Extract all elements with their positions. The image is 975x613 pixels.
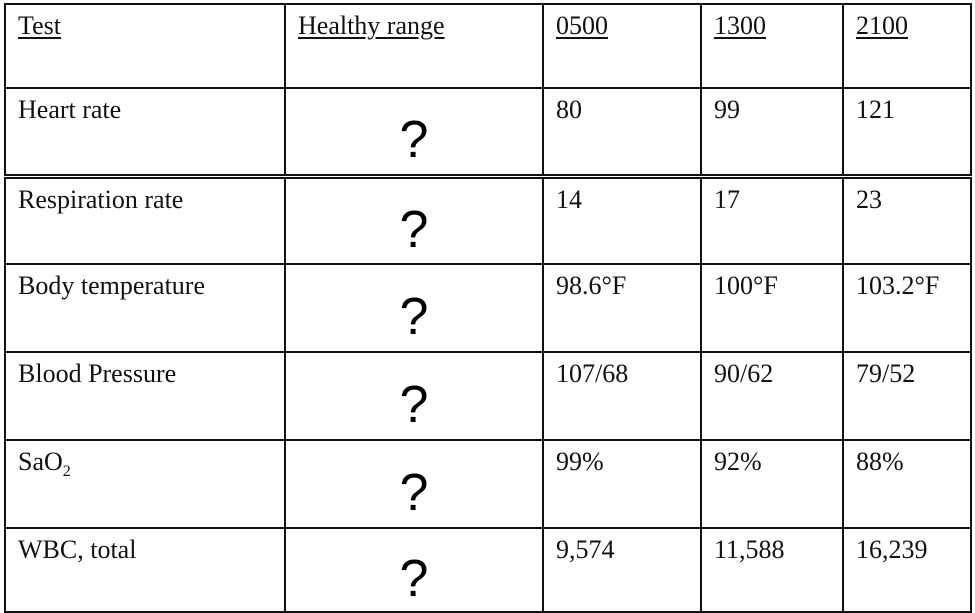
- table-row-body-temperature: Body temperature ? 98.6°F 100°F 103.2°F: [4, 263, 972, 353]
- value-cell: 100°F: [700, 263, 844, 353]
- header-test-label: Test: [18, 11, 61, 40]
- value-cell: 88%: [842, 439, 972, 529]
- value-cell: 99%: [542, 439, 702, 529]
- healthy-range-cell: ?: [284, 527, 544, 613]
- table-row-sao2: SaO2 ? 99% 92% 88%: [4, 439, 972, 529]
- value-cell: 92%: [700, 439, 844, 529]
- value-cell: 98.6°F: [542, 263, 702, 353]
- value-cell: 80: [542, 87, 702, 177]
- healthy-range-cell: ?: [284, 173, 544, 265]
- test-name-cell: WBC, total: [4, 527, 286, 613]
- healthy-range-cell: ?: [284, 87, 544, 177]
- value-cell: 17: [700, 173, 844, 265]
- test-name-cell: Blood Pressure: [4, 351, 286, 441]
- header-cell-time-0500: 0500: [542, 3, 702, 89]
- header-cell-test: Test: [4, 3, 286, 89]
- table-row-wbc-total: WBC, total ? 9,574 11,588 16,239: [4, 527, 972, 613]
- test-name-cell: Heart rate: [4, 87, 286, 177]
- test-name-prefix: SaO: [18, 447, 63, 476]
- header-time-label: 0500: [556, 11, 608, 40]
- value-cell: 11,588: [700, 527, 844, 613]
- table-row-respiration-rate: Respiration rate ? 14 17 23: [4, 173, 972, 265]
- test-name-cell: Body temperature: [4, 263, 286, 353]
- value-cell: 90/62: [700, 351, 844, 441]
- question-mark: ?: [399, 111, 429, 170]
- header-cell-healthy-range: Healthy range: [284, 3, 544, 89]
- healthy-range-cell: ?: [284, 439, 544, 529]
- value-cell: 99: [700, 87, 844, 177]
- test-name-cell: SaO2: [4, 439, 286, 529]
- header-time-label: 2100: [856, 11, 908, 40]
- question-mark: ?: [399, 200, 429, 259]
- value-cell: 79/52: [842, 351, 972, 441]
- table-row-blood-pressure: Blood Pressure ? 107/68 90/62 79/52: [4, 351, 972, 441]
- question-mark: ?: [399, 464, 429, 522]
- header-row: Test Healthy range 0500 1300 2100: [4, 3, 972, 89]
- vital-signs-table: Test Healthy range 0500 1300 2100 Heart …: [4, 3, 972, 613]
- header-cell-time-2100: 2100: [842, 3, 972, 89]
- header-time-label: 1300: [714, 11, 766, 40]
- value-cell: 16,239: [842, 527, 972, 613]
- test-name-cell: Respiration rate: [4, 173, 286, 265]
- test-name-subscript: 2: [62, 463, 71, 481]
- value-cell: 9,574: [542, 527, 702, 613]
- healthy-range-cell: ?: [284, 263, 544, 353]
- value-cell: 14: [542, 173, 702, 265]
- question-mark: ?: [399, 376, 429, 434]
- value-cell: 23: [842, 173, 972, 265]
- healthy-range-cell: ?: [284, 351, 544, 441]
- question-mark: ?: [399, 288, 429, 346]
- table-row-heart-rate: Heart rate ? 80 99 121: [4, 87, 972, 177]
- value-cell: 107/68: [542, 351, 702, 441]
- header-healthy-range-label: Healthy range: [298, 11, 445, 40]
- header-cell-time-1300: 1300: [700, 3, 844, 89]
- question-mark: ?: [399, 550, 429, 608]
- value-cell: 103.2°F: [842, 263, 972, 353]
- value-cell: 121: [842, 87, 972, 177]
